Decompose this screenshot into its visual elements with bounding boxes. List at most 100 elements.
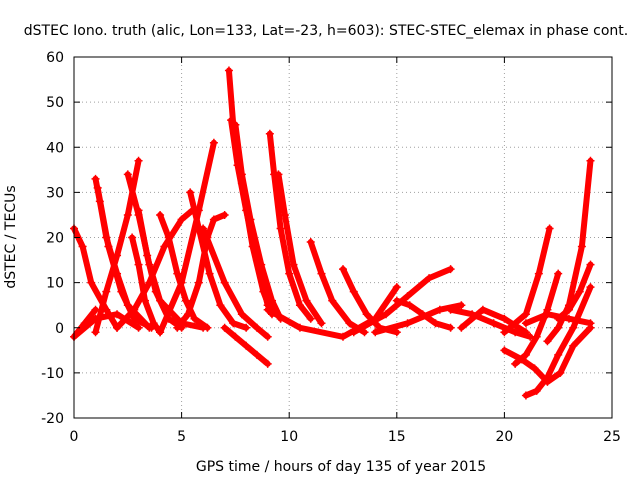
data-point xyxy=(564,305,573,314)
data-point xyxy=(181,296,190,305)
data-point xyxy=(190,314,199,323)
data-point xyxy=(246,215,255,224)
series-line-11 xyxy=(157,139,217,336)
data-point xyxy=(586,283,595,292)
data-point xyxy=(113,310,122,319)
data-point xyxy=(134,156,143,165)
data-point xyxy=(267,296,276,305)
data-point xyxy=(521,328,530,337)
data-point xyxy=(123,210,132,219)
data-point xyxy=(500,346,509,355)
data-point xyxy=(263,305,272,314)
data-point xyxy=(224,66,233,75)
data-point xyxy=(113,269,122,278)
data-point xyxy=(285,269,294,278)
series-line-19 xyxy=(266,130,314,322)
series-layer xyxy=(70,66,595,400)
data-point xyxy=(295,301,304,310)
data-point xyxy=(328,296,337,305)
x-tick-label-1: 5 xyxy=(177,429,186,445)
series-17 xyxy=(231,120,285,323)
data-point xyxy=(349,287,358,296)
data-point xyxy=(173,269,182,278)
series-20 xyxy=(274,170,326,328)
data-point xyxy=(216,301,225,310)
data-point xyxy=(151,287,160,296)
data-point xyxy=(306,238,315,247)
data-point xyxy=(145,278,154,287)
data-point xyxy=(149,319,158,328)
data-point xyxy=(80,319,89,328)
data-point xyxy=(265,129,274,138)
data-point xyxy=(446,265,455,274)
data-point xyxy=(543,373,552,382)
data-point xyxy=(91,174,100,183)
data-point xyxy=(186,188,195,197)
y-tick-label-1: -10 xyxy=(41,366,64,382)
data-point xyxy=(102,287,111,296)
data-point xyxy=(173,323,182,332)
tick-layer: 0 5 10 15 20 25 -20 -10 0 10 20 30 40 50 60 xyxy=(41,50,621,445)
data-point xyxy=(577,242,586,251)
data-point xyxy=(203,323,212,332)
y-tick-label-7: 50 xyxy=(46,95,64,111)
data-point xyxy=(177,278,186,287)
data-point xyxy=(545,224,554,233)
data-point xyxy=(521,310,530,319)
data-point xyxy=(252,323,261,332)
data-point xyxy=(586,319,595,328)
data-point xyxy=(123,301,132,310)
data-point xyxy=(156,210,165,219)
y-axis-label: dSTEC / TECUs xyxy=(3,185,19,288)
data-point xyxy=(586,260,595,269)
data-point xyxy=(242,341,251,350)
data-point xyxy=(317,269,326,278)
series-9 xyxy=(113,206,197,332)
data-point xyxy=(345,319,354,328)
data-point xyxy=(403,319,412,328)
chart-title: dSTEC Iono. truth (alic, Lon=133, Lat=-2… xyxy=(24,23,628,39)
data-point xyxy=(382,310,391,319)
data-point xyxy=(263,359,272,368)
data-point xyxy=(435,305,444,314)
data-point xyxy=(134,323,143,332)
x-tick-label-0: 0 xyxy=(70,429,79,445)
data-point xyxy=(339,265,347,274)
data-point xyxy=(164,233,173,242)
data-point xyxy=(302,296,311,305)
y-tick-label-2: 0 xyxy=(55,321,64,337)
data-point xyxy=(532,386,541,395)
data-point xyxy=(371,328,380,337)
data-point xyxy=(403,292,412,301)
data-point xyxy=(231,120,240,129)
data-point xyxy=(280,210,289,219)
data-point xyxy=(78,242,87,251)
data-point xyxy=(91,328,100,337)
data-point xyxy=(521,391,530,400)
series-19 xyxy=(265,129,315,323)
series-line-34 xyxy=(555,261,594,322)
y-tick-label-6: 40 xyxy=(46,140,64,156)
series-21 xyxy=(306,238,369,337)
data-point xyxy=(362,310,371,319)
series-line-17 xyxy=(232,121,284,322)
x-tick-label-2: 10 xyxy=(280,429,298,445)
data-point xyxy=(237,310,246,319)
data-point xyxy=(405,301,414,310)
data-point xyxy=(156,328,165,337)
series-14 xyxy=(199,224,272,341)
data-point xyxy=(130,305,139,314)
data-point xyxy=(237,170,246,179)
series-29 xyxy=(500,224,554,337)
series-18 xyxy=(220,323,272,368)
data-point xyxy=(530,364,539,373)
data-point xyxy=(569,341,578,350)
data-point xyxy=(392,283,401,292)
series-11 xyxy=(156,138,218,337)
y-tick-label-4: 20 xyxy=(46,231,64,247)
data-point xyxy=(128,233,137,242)
data-point xyxy=(160,242,169,251)
data-point xyxy=(446,305,455,314)
data-point xyxy=(575,287,584,296)
data-point xyxy=(457,301,466,310)
